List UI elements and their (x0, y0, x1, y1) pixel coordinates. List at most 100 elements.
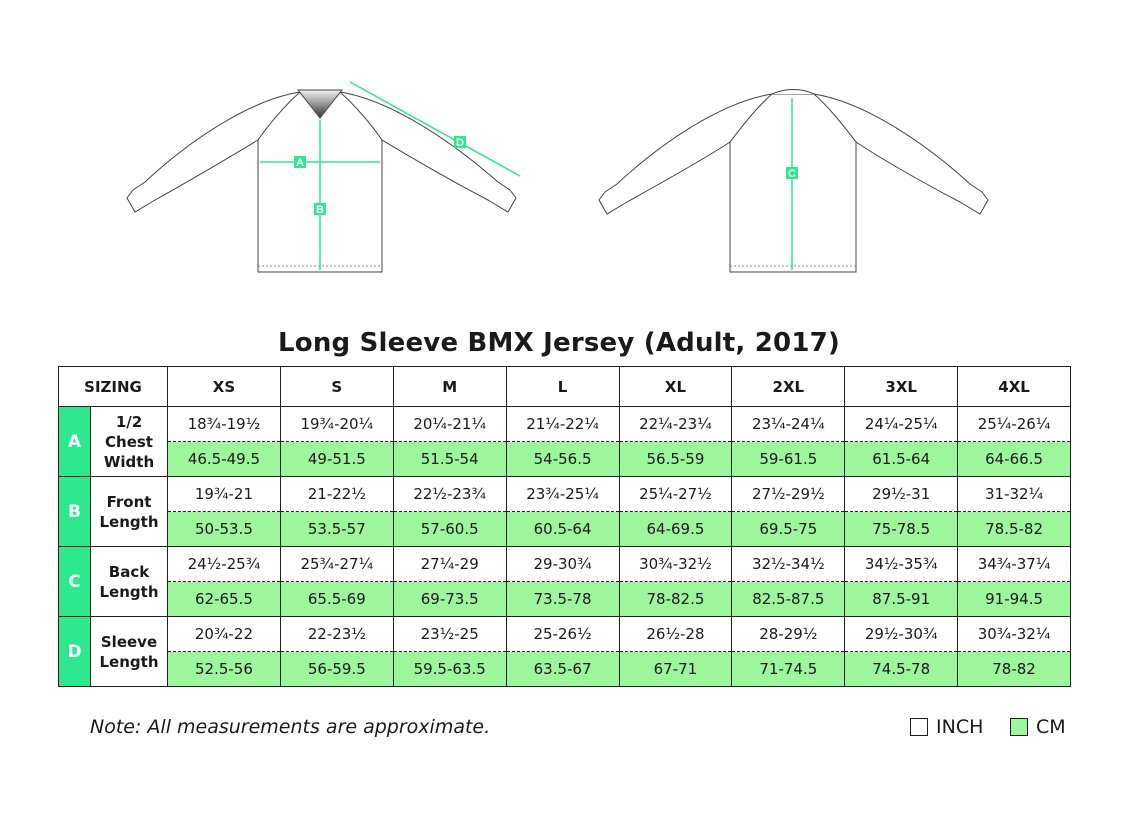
front-jersey (126, 89, 517, 273)
cm-cell: 91-94.5 (957, 581, 1071, 617)
measurement-row-inch: A 1/2 Chest Width 18¾-19½ 19¾-20¼ 20¼-21¼ 21¼… (58, 406, 1071, 477)
header-row: SIZING XS S M L XL 2XL 3XL 4XL (58, 366, 1071, 407)
measurement-note: Note: All measurements are approximate. (90, 716, 491, 738)
inch-swatch (910, 718, 928, 736)
cm-cell: 78-82 (957, 651, 1071, 687)
inch-cell: 23½-25 (392, 616, 507, 652)
inch-cell: 34¾-37¼ (957, 546, 1071, 582)
back-jersey (598, 89, 989, 273)
cm-cell: 53.5-57 (279, 511, 394, 547)
inch-cell: 20¼-21¼ (392, 406, 507, 442)
sizing-header: SIZING (58, 366, 168, 407)
cm-cell: 69.5-75 (731, 511, 846, 547)
cm-cell: 56.5-59 (618, 441, 733, 477)
inch-cell: 18¾-19½ (167, 406, 281, 442)
size-header: 2XL (731, 366, 846, 407)
cm-cell: 61.5-64 (844, 441, 959, 477)
cm-label: CM (1036, 716, 1066, 738)
cm-cell: 57-60.5 (392, 511, 507, 547)
front-measurements (260, 81, 521, 270)
measurement-label: Front Length (90, 476, 168, 547)
inch-cell: 21-22½ (279, 476, 394, 512)
inch-cell: 31-32¼ (957, 476, 1071, 512)
cm-cell: 69-73.5 (392, 581, 507, 617)
size-chart-table: SIZING XS S M L XL 2XL 3XL 4XL A 1/2 Ches… (58, 366, 1071, 687)
measurement-label: Back Length (90, 546, 168, 617)
inch-cell: 30¾-32½ (618, 546, 733, 582)
inch-cell: 25¼-27½ (618, 476, 733, 512)
measurement-letter: C (58, 546, 91, 617)
inch-cell: 22¼-23¼ (618, 406, 733, 442)
size-header: 3XL (844, 366, 959, 407)
marker-b: B (316, 204, 324, 216)
inch-cell: 25¼-26¼ (957, 406, 1071, 442)
cm-cell: 78-82.5 (618, 581, 733, 617)
size-header: M (392, 366, 507, 407)
cm-cell: 51.5-54 (392, 441, 507, 477)
inch-cell: 27½-29½ (731, 476, 846, 512)
measurement-row-cm: 52.5-56 56-59.5 59.5-63.5 63.5-67 67-71 71-74… (59, 651, 1071, 687)
cm-swatch (1010, 718, 1028, 736)
inch-cell: 19¾-21 (167, 476, 281, 512)
measurement-row-cm: 50-53.5 53.5-57 57-60.5 60.5-64 64-69.5 69.5-… (59, 511, 1071, 547)
inch-cell: 25-26½ (505, 616, 620, 652)
marker-c: C (788, 168, 796, 180)
cm-cell: 62-65.5 (167, 581, 281, 617)
legend-cm: CM (1010, 716, 1066, 738)
cm-cell: 75-78.5 (844, 511, 959, 547)
inch-cell: 23¼-24¼ (731, 406, 846, 442)
inch-cell: 24¼-25¼ (844, 406, 959, 442)
measurement-letter: B (58, 476, 91, 547)
inch-cell: 27¼-29 (392, 546, 507, 582)
measurement-row-inch: C Back Length 24½-25¾ 25¾-27¼ 27¼-29 29-30¾ 30… (58, 546, 1071, 617)
measurement-row-cm: 46.5-49.5 49-51.5 51.5-54 54-56.5 56.5-59 59-… (59, 441, 1071, 477)
cm-cell: 54-56.5 (505, 441, 620, 477)
cm-cell: 50-53.5 (167, 511, 281, 547)
marker-d: D (456, 137, 464, 149)
cm-cell: 59-61.5 (731, 441, 846, 477)
cm-cell: 60.5-64 (505, 511, 620, 547)
inch-cell: 32½-34½ (731, 546, 846, 582)
cm-cell: 52.5-56 (167, 651, 281, 687)
inch-cell: 30¾-32¼ (957, 616, 1071, 652)
cm-cell: 67-71 (618, 651, 733, 687)
size-header: XS (167, 366, 281, 407)
inch-cell: 22½-23¾ (392, 476, 507, 512)
inch-cell: 24½-25¾ (167, 546, 281, 582)
cm-cell: 64-69.5 (618, 511, 733, 547)
size-header: S (279, 366, 394, 407)
inch-cell: 28-29½ (731, 616, 846, 652)
size-header: XL (618, 366, 733, 407)
measurement-label: 1/2 Chest Width (90, 406, 168, 477)
cm-cell: 56-59.5 (279, 651, 394, 687)
size-header: L (505, 366, 620, 407)
cm-cell: 64-66.5 (957, 441, 1071, 477)
cm-cell: 78.5-82 (957, 511, 1071, 547)
measurement-row-inch: B Front Length 19¾-21 21-22½ 22½-23¾ 23¾-25¼ 2… (58, 476, 1071, 547)
cm-cell: 87.5-91 (844, 581, 959, 617)
jersey-illustration: A B D C (126, 81, 989, 273)
measurement-row-inch: D Sleeve Length 20¾-22 22-23½ 23½-25 25-26½ 26… (58, 616, 1071, 687)
inch-cell: 26½-28 (618, 616, 733, 652)
inch-label: INCH (936, 716, 984, 738)
measurement-row-cm: 62-65.5 65.5-69 69-73.5 73.5-78 78-82.5 82.5-… (59, 581, 1071, 617)
inch-cell: 21¼-22¼ (505, 406, 620, 442)
cm-cell: 59.5-63.5 (392, 651, 507, 687)
cm-cell: 74.5-78 (844, 651, 959, 687)
size-header: 4XL (957, 366, 1071, 407)
cm-cell: 65.5-69 (279, 581, 394, 617)
inch-cell: 25¾-27¼ (279, 546, 394, 582)
inch-cell: 20¾-22 (167, 616, 281, 652)
cm-cell: 71-74.5 (731, 651, 846, 687)
measurement-label: Sleeve Length (90, 616, 168, 687)
measurement-letter: A (58, 406, 91, 477)
cm-cell: 46.5-49.5 (167, 441, 281, 477)
cm-cell: 82.5-87.5 (731, 581, 846, 617)
cm-cell: 63.5-67 (505, 651, 620, 687)
inch-cell: 29½-30¾ (844, 616, 959, 652)
cm-cell: 49-51.5 (279, 441, 394, 477)
measurement-letter: D (58, 616, 91, 687)
inch-cell: 22-23½ (279, 616, 394, 652)
inch-cell: 23¾-25¼ (505, 476, 620, 512)
inch-cell: 29-30¾ (505, 546, 620, 582)
